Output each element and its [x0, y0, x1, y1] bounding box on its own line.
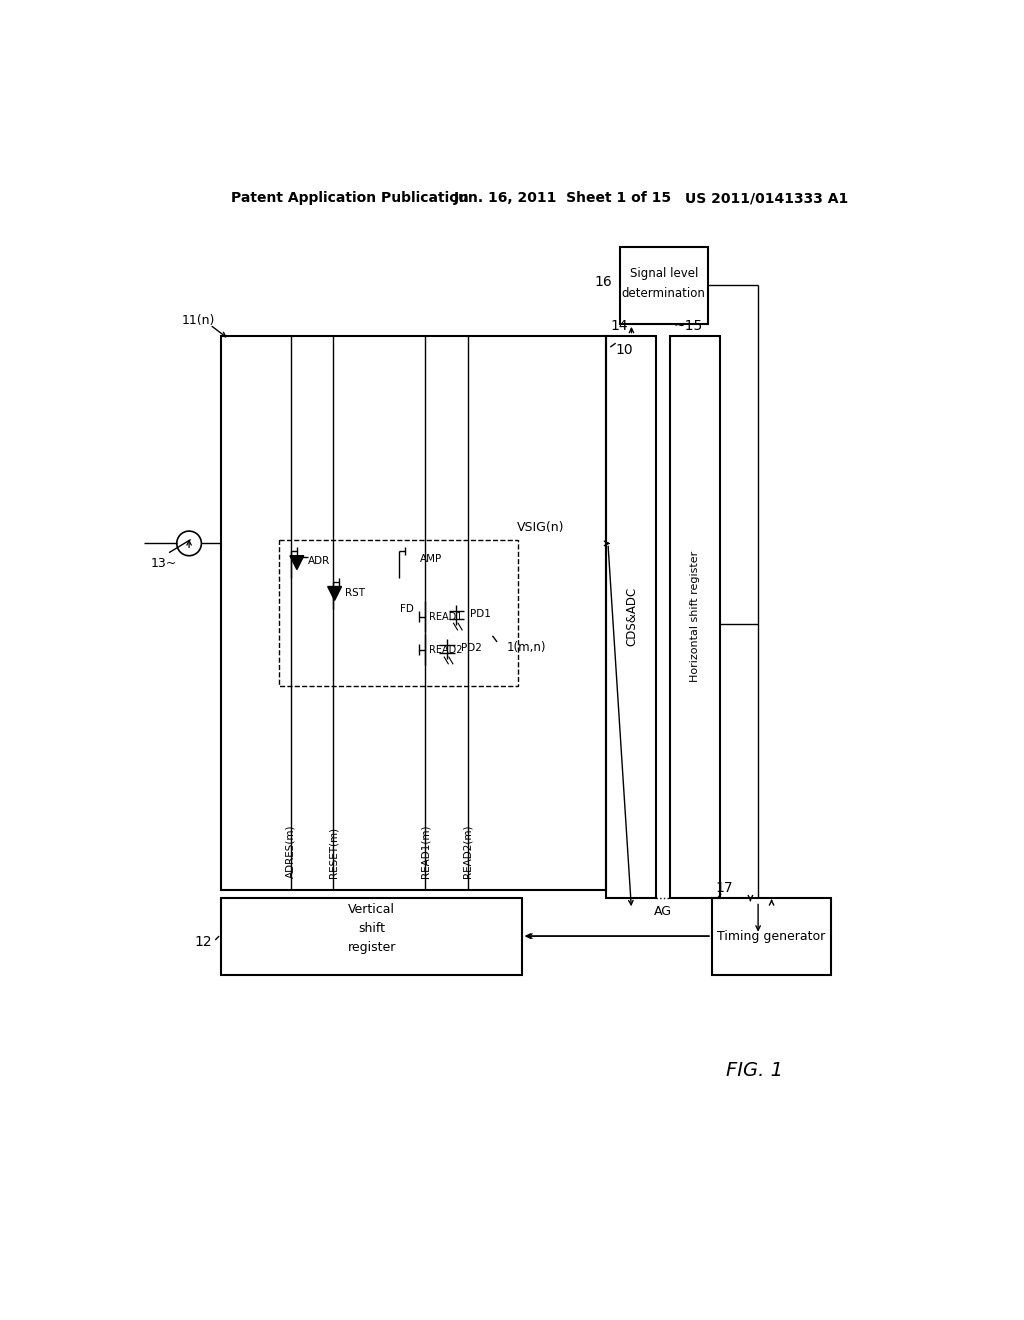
Text: FIG. 1: FIG. 1 [726, 1061, 782, 1080]
Bar [620, 247, 708, 323]
Text: register: register [347, 941, 395, 954]
Text: Patent Application Publication: Patent Application Publication [230, 191, 468, 206]
Bar [280, 540, 518, 686]
Text: READ2(m): READ2(m) [463, 825, 473, 878]
Text: 13~: 13~ [151, 557, 177, 570]
Text: Vertical: Vertical [348, 903, 395, 916]
Text: PD1: PD1 [470, 610, 490, 619]
Text: US 2011/0141333 A1: US 2011/0141333 A1 [685, 191, 848, 206]
Text: Horizontal shift register: Horizontal shift register [689, 550, 699, 682]
Text: ~15: ~15 [674, 319, 702, 333]
Text: 12: 12 [195, 936, 212, 949]
Text: 16: 16 [594, 275, 611, 289]
Bar [606, 335, 656, 898]
Text: 17: 17 [716, 882, 733, 895]
Text: RST: RST [345, 589, 366, 598]
Text: AMP: AMP [420, 554, 442, 564]
Text: READ1(m): READ1(m) [421, 825, 430, 878]
Text: RESET(m): RESET(m) [328, 828, 338, 878]
Text: ADRES(m): ADRES(m) [286, 825, 296, 878]
Text: Timing generator: Timing generator [718, 929, 825, 942]
Bar [221, 898, 521, 974]
Text: VSIG(n): VSIG(n) [517, 521, 564, 535]
Text: 14: 14 [610, 319, 628, 333]
Text: AG: AG [654, 906, 672, 917]
Text: 1(m,n): 1(m,n) [506, 640, 546, 653]
Text: FD: FD [400, 603, 414, 614]
Text: shift: shift [358, 921, 385, 935]
Text: 11(n): 11(n) [181, 314, 215, 326]
Text: Jun. 16, 2011  Sheet 1 of 15: Jun. 16, 2011 Sheet 1 of 15 [454, 191, 672, 206]
Polygon shape [290, 556, 304, 570]
Text: CDS&ADC: CDS&ADC [625, 587, 638, 647]
Bar [670, 335, 720, 898]
Bar [221, 335, 606, 890]
Text: determination: determination [622, 286, 706, 300]
Text: Signal level: Signal level [630, 268, 698, 280]
Text: READ2: READ2 [429, 644, 463, 655]
Text: ADR: ADR [307, 556, 330, 566]
Polygon shape [328, 586, 342, 601]
Text: 10: 10 [615, 343, 633, 358]
Text: PD2: PD2 [461, 643, 481, 653]
Text: READ1: READ1 [429, 611, 463, 622]
Bar [712, 898, 831, 974]
